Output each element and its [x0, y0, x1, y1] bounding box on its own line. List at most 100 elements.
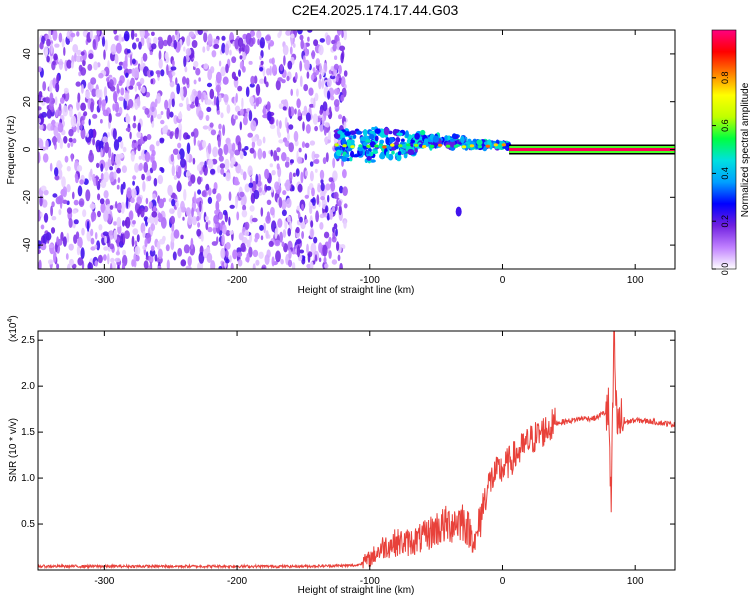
noise-blob [253, 104, 257, 110]
noise-blob [117, 65, 123, 71]
noise-blob [59, 138, 63, 150]
noise-blob [281, 152, 287, 162]
noise-blob [85, 189, 91, 202]
noise-blob [258, 251, 264, 259]
noise-blob [113, 30, 118, 35]
noise-blob [223, 143, 229, 156]
noise-blob [245, 86, 250, 98]
noise-blob [321, 115, 325, 127]
noise-blob [162, 39, 168, 47]
noise-blob [80, 51, 85, 56]
noise-blob [239, 191, 245, 198]
noise-blob [221, 42, 226, 54]
noise-blob [247, 132, 253, 138]
noise-blob [63, 87, 69, 94]
noise-blob [329, 209, 334, 220]
noise-blob [240, 168, 244, 176]
noise-blob [110, 43, 117, 55]
noise-blob [95, 88, 101, 98]
signal-blob [385, 137, 390, 145]
noise-blob [287, 227, 292, 237]
y-tick-label: 1.5 [21, 427, 35, 438]
snr-frame [37, 330, 676, 571]
noise-blob [319, 109, 323, 115]
noise-blob [180, 234, 184, 240]
noise-blob [218, 147, 223, 157]
noise-blob [245, 32, 252, 45]
noise-blob [299, 249, 305, 254]
noise-blob [141, 173, 146, 181]
noise-blob [175, 30, 178, 36]
noise-blob [112, 103, 116, 112]
noise-blob [255, 97, 260, 107]
noise-blob [285, 156, 290, 162]
noise-blob [75, 81, 81, 87]
noise-blob [196, 215, 200, 222]
noise-blob [72, 209, 77, 214]
noise-blob [279, 30, 282, 37]
noise-blob [228, 191, 232, 201]
noise-blob [40, 211, 43, 218]
noise-blob [307, 253, 311, 263]
noise-blob [332, 206, 336, 212]
noise-blob [251, 136, 258, 143]
noise-blob [49, 82, 53, 93]
noise-blob [332, 157, 336, 169]
noise-blob [218, 94, 222, 103]
noise-blob [157, 212, 161, 220]
noise-blob [235, 92, 238, 103]
noise-blob [125, 127, 131, 132]
noise-blob [132, 220, 136, 225]
noise-blob [104, 161, 109, 172]
colorbar-scale [711, 29, 737, 270]
noise-blob [268, 42, 271, 50]
noise-blob [45, 139, 49, 150]
noise-blob [170, 66, 177, 71]
noise-blob [262, 105, 267, 116]
noise-blob [194, 96, 199, 107]
noise-blob [271, 57, 275, 65]
noise-blob [48, 101, 54, 111]
noise-blob [259, 67, 264, 72]
noise-blob [190, 237, 194, 250]
noise-blob [319, 62, 322, 75]
noise-blob [319, 124, 324, 133]
noise-blob [86, 230, 92, 242]
noise-blob [90, 237, 95, 245]
signal-peak [382, 145, 387, 149]
signal-blob [352, 134, 357, 139]
noise-blob [306, 243, 309, 254]
noise-blob [51, 201, 55, 208]
noise-blob [54, 167, 59, 177]
noise-blob [266, 68, 271, 76]
noise-blob [166, 107, 171, 120]
noise-blob [127, 98, 134, 109]
noise-blob [248, 182, 254, 188]
noise-blob [56, 132, 61, 144]
noise-blob [290, 159, 294, 164]
noise-blob [185, 265, 192, 269]
noise-blob [109, 262, 113, 269]
noise-blob [307, 30, 313, 33]
noise-blob [191, 40, 198, 48]
signal-blob [335, 149, 342, 156]
noise-blob [212, 226, 217, 235]
noise-blob [186, 134, 191, 140]
snr-x-axis-label: Height of straight line (km) [298, 585, 415, 596]
noise-blob [262, 150, 267, 159]
noise-blob [277, 218, 283, 228]
noise-blob [284, 161, 290, 168]
noise-blob [95, 174, 99, 187]
noise-blob [100, 172, 104, 181]
noise-blob [342, 186, 348, 197]
noise-blob [160, 69, 165, 77]
noise-blob [47, 259, 54, 265]
noise-blob [196, 228, 202, 237]
noise-blob [266, 101, 271, 112]
noise-blob [38, 118, 41, 124]
noise-blob [267, 110, 272, 122]
noise-blob [41, 111, 48, 118]
noise-blob [80, 122, 83, 131]
noise-blob [249, 205, 255, 212]
noise-blob [158, 50, 162, 61]
